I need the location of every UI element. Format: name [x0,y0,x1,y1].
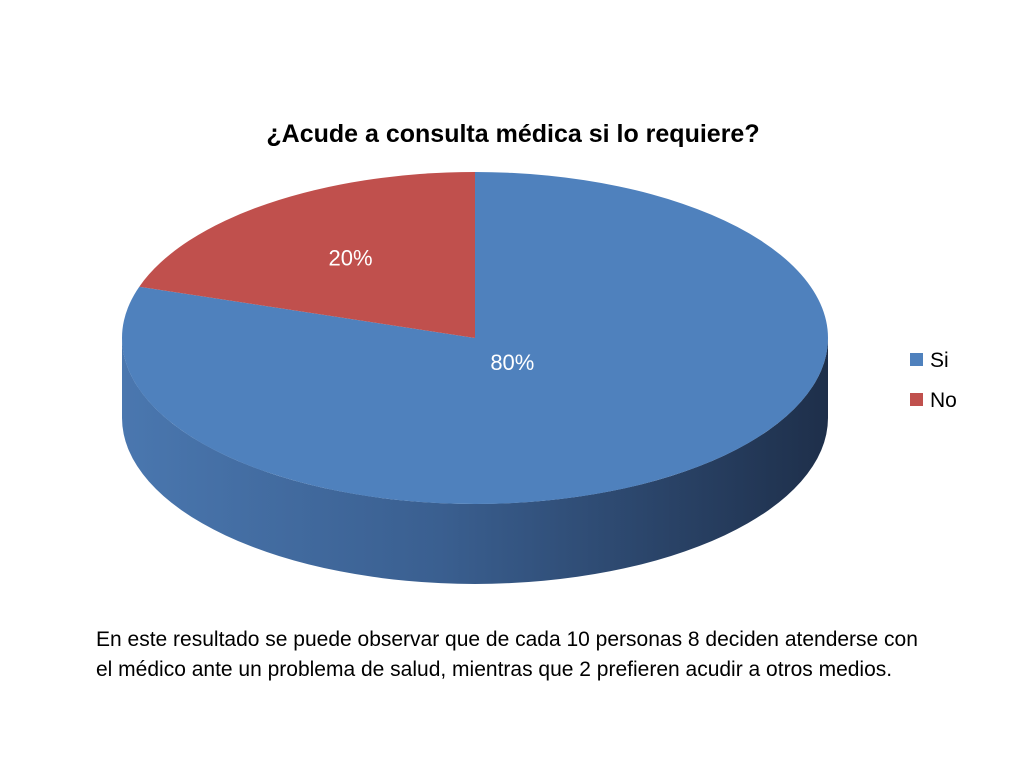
pie-slice-si [122,172,829,504]
legend: Si No [910,349,957,412]
chart-title: ¿Acude a consulta médica si lo requiere? [266,120,759,148]
legend-swatch-si [910,353,923,366]
legend-label-si: Si [930,349,949,372]
data-label-si: 80% [490,350,534,375]
legend-swatch-no [910,393,923,406]
legend-label-no: No [930,389,957,412]
data-label-no: 20% [328,245,372,270]
pie-slice-no [139,172,476,338]
pie-layer: 80% 20% [122,172,829,584]
caption-text: En este resultado se puede observar que … [96,628,918,681]
pie-side-wall [122,338,828,584]
